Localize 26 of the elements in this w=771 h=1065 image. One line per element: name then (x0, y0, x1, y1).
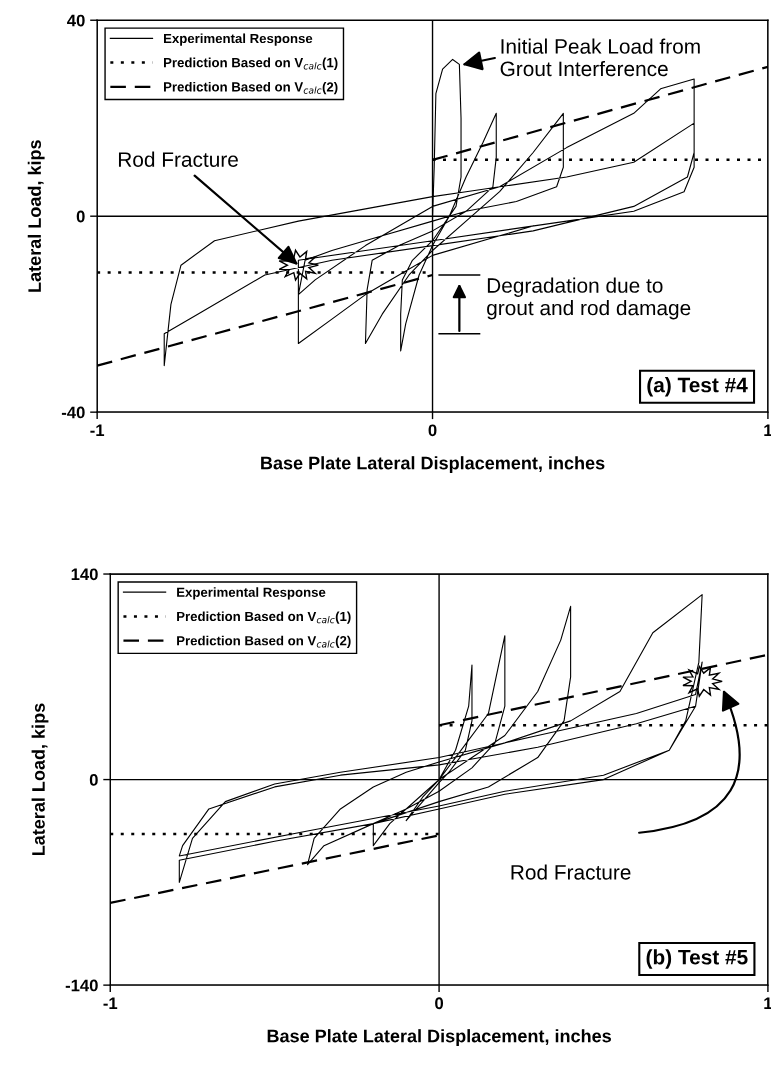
y-tick-label: 140 (71, 568, 98, 581)
y-axis-title: Lateral Load, kips (31, 703, 49, 856)
legend-label: Experimental Response (177, 587, 326, 600)
legend-label: Prediction Based on V$_{calc}$(2) (164, 81, 338, 95)
x-tick-label: -1 (90, 424, 105, 437)
y-axis-title: Lateral Load, kips (27, 140, 45, 292)
x-axis-title: Base Plate Lateral Displacement, inches (261, 456, 605, 473)
y-tick-label: 40 (67, 14, 85, 27)
x-tick-label: 0 (428, 424, 437, 437)
annotation: (a) Test #4 (647, 377, 748, 397)
legend-label: Experimental Response (164, 33, 313, 46)
annotation: Rod Fracture (511, 864, 631, 880)
annotation: Rod Fracture (118, 151, 238, 167)
annotation: Initial Peak Load from Grout Interference (500, 38, 700, 77)
annotation: Degradation due to grout and rod damage (487, 277, 691, 320)
y-tick-label: 0 (76, 210, 85, 223)
y-tick-label: -40 (61, 406, 85, 419)
legend-label: Prediction Based on V$_{calc}$(2) (177, 635, 351, 648)
x-tick-label: 0 (435, 997, 444, 1010)
x-axis-title: Base Plate Lateral Displacement, inches (267, 1029, 611, 1046)
legend-label: Prediction Based on V$_{calc}$(1) (164, 57, 338, 70)
legend-label: Prediction Based on V$_{calc}$(1) (177, 611, 351, 624)
annotation: (b) Test #5 (646, 949, 748, 969)
y-tick-label: -140 (65, 979, 98, 992)
x-tick-label: -1 (103, 997, 118, 1010)
y-tick-label: 0 (89, 773, 98, 786)
